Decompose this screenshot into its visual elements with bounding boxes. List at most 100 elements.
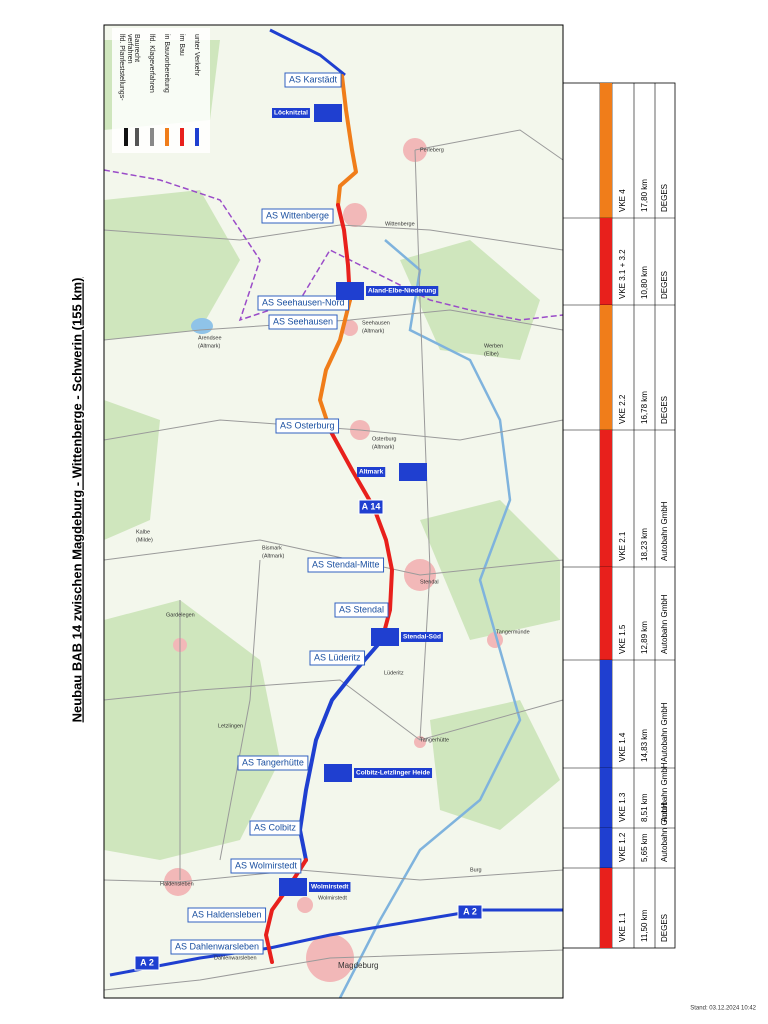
table-cell: 8,51 km	[640, 793, 649, 822]
map: lfd. Planfeststellungs-verfahren Baurecht…	[103, 24, 564, 999]
junction-label: AS Lüderitz	[314, 652, 361, 662]
legend-label: im Bau	[178, 34, 185, 56]
title: Neubau BAB 14 zwischen Magdeburg - Witte…	[69, 278, 84, 723]
town-label: Tangermünde	[496, 629, 530, 635]
junction-box	[187, 907, 267, 923]
table-cell: DEGES	[660, 396, 669, 424]
table-cell: 14,83 km	[640, 729, 649, 762]
legend-label: Baurecht	[133, 34, 140, 62]
route-segment	[328, 428, 394, 642]
junction-label: AS Haldensleben	[192, 909, 262, 919]
junction-label: AS Wittenberge	[266, 210, 329, 220]
table-cell: Autobahn GmbH	[660, 501, 669, 561]
junction-label: AS Osterburg	[280, 420, 335, 430]
town-label: Arendsee	[198, 335, 222, 341]
motorway-a14-north	[269, 28, 346, 77]
table-cell: 12,89 km	[640, 621, 649, 654]
route-segment	[336, 74, 358, 207]
town-label: Magdeburg	[338, 961, 378, 970]
junction-label: AS Seehausen-Nord	[262, 297, 345, 307]
road-shield	[457, 904, 483, 920]
table-cell: Autobahn GmbH	[660, 702, 669, 762]
road-shield	[134, 955, 160, 971]
route-segment	[318, 298, 352, 432]
legend-label: in Bauvorbereitung	[163, 34, 170, 93]
town-label: Wolmirstedt	[318, 895, 347, 901]
table-cell: VKE 3.1 + 3.2	[618, 249, 627, 299]
rest-area-box	[401, 632, 443, 642]
table-cell: 10,80 km	[640, 266, 649, 299]
junction-label: AS Stendal-Mitte	[312, 559, 380, 569]
table-cell: VKE 1.4	[618, 732, 627, 762]
table-cell: VKE 1.1	[618, 912, 627, 942]
rest-area-icon	[399, 463, 427, 481]
table-cell: VKE 2.2	[618, 394, 627, 424]
rest-area-box	[354, 768, 433, 778]
legend-label: unter Verkehr	[193, 34, 200, 77]
junction-label: AS Karstädt	[289, 74, 338, 84]
table-cell: 5,65 km	[640, 833, 649, 862]
town-label: (Elbe)	[484, 351, 499, 357]
rest-area-label: Löcknitztal	[274, 110, 308, 117]
road-shield-label: A 2	[140, 957, 154, 967]
table-cell: 17,80 km	[640, 179, 649, 212]
rest-area-label: Aland-Elbe-Niederung	[368, 288, 436, 295]
river-elbe	[338, 239, 522, 999]
table-color-bar	[600, 430, 612, 567]
labels: AS Karstädt AS Wittenberge AS Seehausen-No…	[134, 72, 530, 971]
table-color-bar	[600, 305, 612, 430]
junction-box	[307, 557, 385, 573]
junction-box	[268, 314, 338, 330]
table-cell: Autobahn GmbH	[660, 802, 669, 862]
junction-box	[309, 650, 366, 666]
table-cell: VKE 1.2	[618, 832, 627, 862]
table-color-bar	[600, 768, 612, 828]
table-cell: VKE 1.5	[618, 624, 627, 654]
town-label: Lüderitz	[384, 670, 404, 676]
table-color-bar	[600, 828, 612, 868]
table-cell: 16,78 km	[640, 391, 649, 424]
town-label: Letzlingen	[218, 723, 243, 729]
table-cell: 11,50 km	[640, 909, 649, 942]
rest-area-label: Colbitz-Letzlinger Heide	[356, 770, 430, 777]
junction-box	[230, 858, 302, 874]
rest-area-box	[309, 882, 351, 892]
town-label: Bismark	[262, 545, 282, 551]
table-color-bar	[600, 868, 612, 948]
table-color-bar	[600, 660, 612, 768]
town-label: Haldensleben	[160, 881, 194, 887]
junction-box	[261, 208, 334, 224]
town-label: (Altmark)	[362, 328, 384, 334]
legend: lfd. Planfeststellungs-verfahren Baurecht…	[112, 28, 210, 153]
rest-area-icon	[279, 878, 307, 896]
town-label: (Milde)	[136, 537, 153, 543]
state-border	[103, 169, 564, 322]
rest-area-box	[357, 467, 386, 477]
stand: Stand: 03.12.2024 10:42	[690, 1006, 756, 1012]
junction-label: AS Tangerhütte	[242, 757, 304, 767]
table-cell: DEGES	[660, 271, 669, 299]
lake	[191, 318, 213, 334]
town-label: Burg	[470, 867, 482, 873]
legend-label: verfahren	[126, 34, 133, 64]
rest-area-icon	[336, 282, 364, 300]
town-label: Wittenberge	[385, 221, 415, 227]
table-cell: Autobahn GmbH	[660, 594, 669, 654]
legend-label: lfd. Klageverfahren	[148, 34, 155, 93]
table-cell: Autobahn GmbH	[660, 762, 669, 822]
section-table: VKE 4 17,80 km DEGES VKE 3.1 + 3.2 10,80 km D…	[562, 82, 676, 949]
junction-label: AS Stendal	[339, 604, 384, 614]
junction-label: AS Colbitz	[254, 822, 297, 832]
legend-label: lfd. Planfeststellungs-	[118, 34, 125, 101]
junction-box	[249, 820, 301, 836]
junction-box	[284, 72, 342, 88]
town-label: (Altmark)	[198, 343, 220, 349]
road-shield	[358, 499, 384, 515]
table-color-bar	[600, 567, 612, 660]
town-label: Dahlenwarsleben	[214, 955, 257, 961]
rest-area-icon	[324, 764, 352, 782]
junction-box	[237, 755, 309, 771]
junction-box	[170, 939, 264, 955]
table-color-bar	[600, 218, 612, 305]
